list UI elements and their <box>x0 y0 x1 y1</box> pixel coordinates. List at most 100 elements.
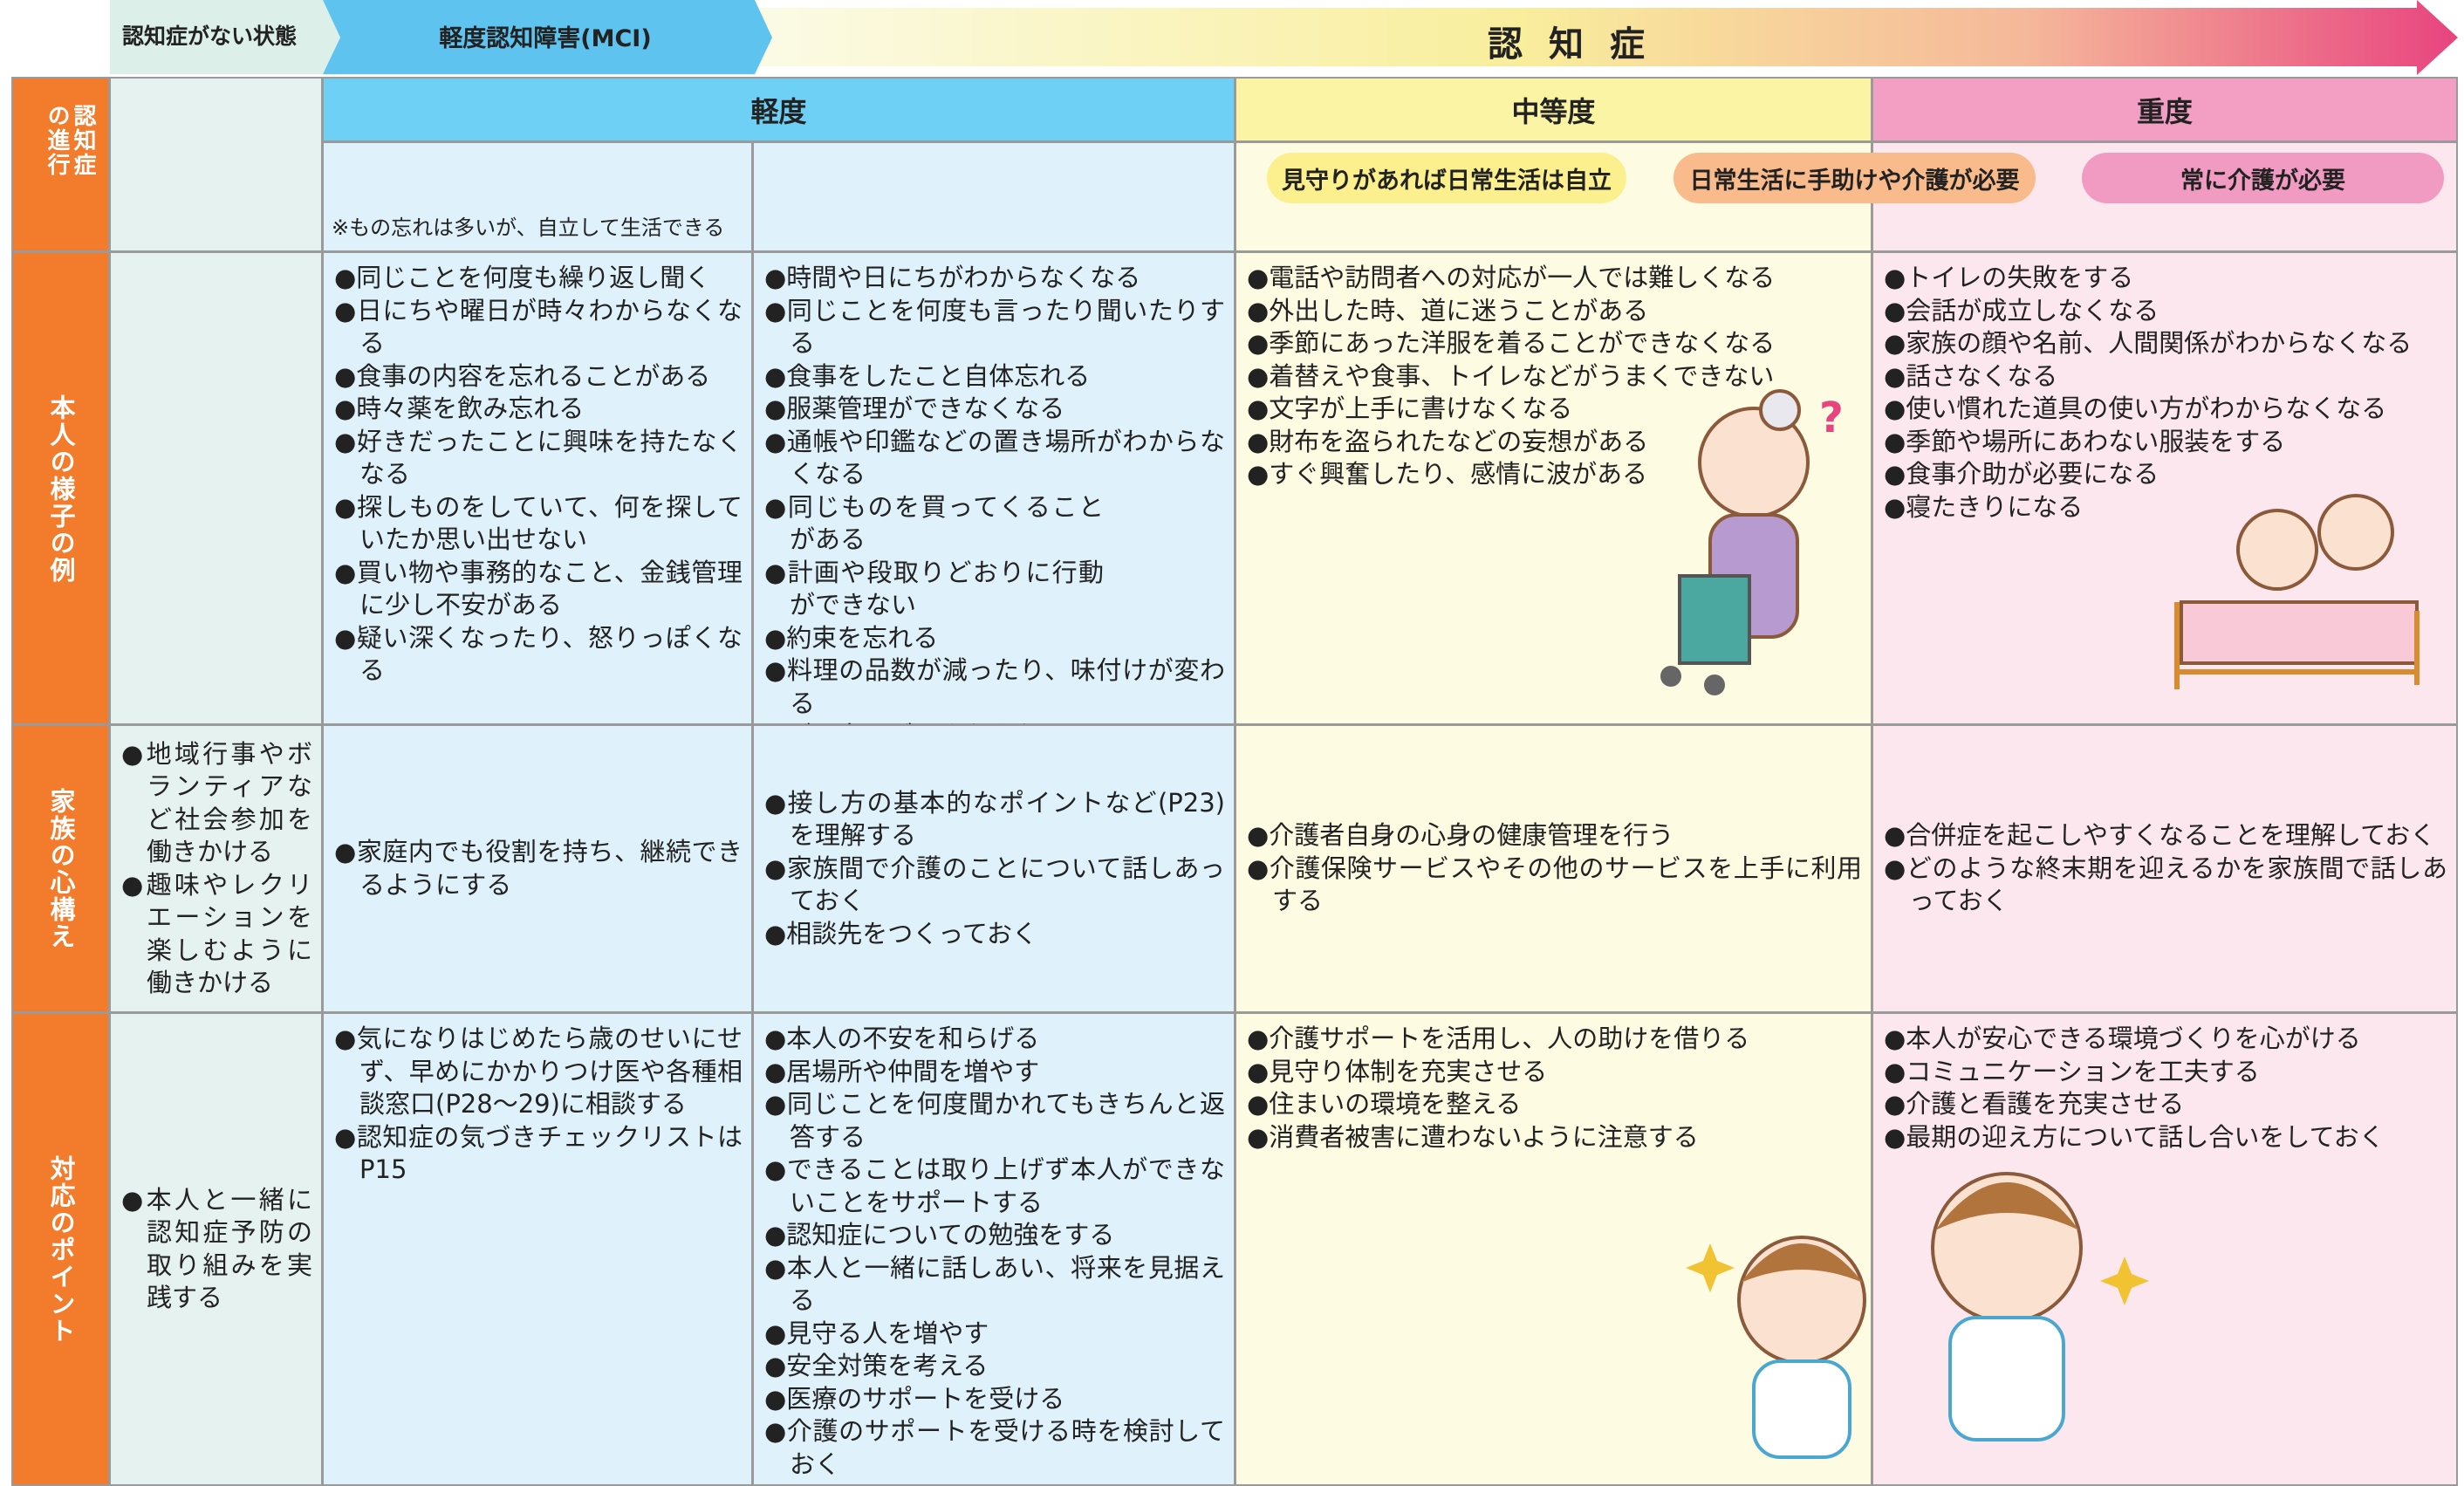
list-item: ●本人が安心できる環境づくりを心がける <box>1884 1024 2361 1053</box>
list-item: ●介護と看護を充実させる <box>1884 1089 2185 1119</box>
list-item: ●財布を盗られたなどの妄想がある <box>1247 426 1649 456</box>
stage-cell <box>752 141 1235 252</box>
list-item: ●見守る人を増やす <box>764 1318 989 1348</box>
list-item: ●医療のサポートを受ける <box>764 1383 1065 1414</box>
list-item: ●家族間で介護のことについて話しあっておく <box>764 853 1225 916</box>
cell: ●時間や日にちがわからなくなる ●同じことを何度も言ったり聞いたりする ●食事をした… <box>752 251 1235 750</box>
list-item: ●同じものを買ってくることがある <box>764 491 1104 555</box>
cell: ●本人の不安を和らげる ●居場所や仲間を増やす ●同じことを何度聞かれてもきちんと返… <box>752 1012 1235 1486</box>
list-item: ●最期の迎え方について話し合いをしておく <box>1884 1121 2385 1152</box>
list-item: ●季節や場所にあわない服装をする <box>1884 426 2286 456</box>
list-item: ●服薬管理ができなくなる <box>764 394 1065 423</box>
list-item: ●同じことを何度も繰り返し聞く <box>334 263 711 292</box>
list-item: ●家庭内でも役割を持ち、継続できるようにする <box>334 837 743 900</box>
list-item: ●コミュニケーションを工夫する <box>1884 1056 2260 1086</box>
list-item: ●食事の内容を忘れることがある <box>334 360 711 391</box>
cell: ●気になりはじめたら歳のせいにせず、早めにかかりつけ医や各種相談窓口(P28〜2… <box>322 1012 753 1486</box>
list-item: ●探しものをしていて、何を探していたか思い出せない <box>334 491 743 555</box>
row-label-text: 家族の心構え <box>46 788 76 950</box>
list-item: ●約束を忘れる <box>764 622 939 653</box>
list-item: ●趣味やレクリエーションを楽しむように働きかける <box>121 869 312 998</box>
list-item: ●介護サポートを活用し、人の助けを借りる <box>1247 1024 1750 1053</box>
list-item: ●季節にあった洋服を着ることができなくなる <box>1247 328 1776 358</box>
list-item: ●会話が成立しなくなる <box>1884 295 2159 325</box>
cell: ●同じことを何度も繰り返し聞く ●日にちや曜日が時々わからなくなる ●食事の内容を忘… <box>322 251 753 725</box>
progress-label: 認知症 <box>1488 24 1671 65</box>
list-item: ●介護のサポートを受ける時を検討しておく <box>764 1416 1225 1479</box>
list-item: ●認知症についての勉強をする <box>764 1220 1115 1250</box>
list-item: ●見守り体制を充実させる <box>1247 1056 1548 1086</box>
list-item: ●電話や訪問者への対応が一人では難しくなる <box>1247 263 1776 292</box>
list-item: ●計画や段取りどおりに行動ができない <box>764 557 1104 620</box>
list-item: ●介護保険サービスやその他のサービスを上手に利用する <box>1247 853 1862 916</box>
list-item: ●寝たきりになる <box>1884 491 2084 522</box>
cell: ●電話や訪問者への対応が一人では難しくなる ●外出した時、道に迷うことがある ●季節… <box>1235 251 1872 725</box>
list-item: ●買い物や事務的なこと、金銭管理に少し不安がある <box>334 557 743 620</box>
list-item: ●食事介助が必要になる <box>1884 459 2159 489</box>
badge: 常に介護が必要 <box>2082 153 2444 203</box>
list-item: ●本人と一緒に話しあい、将来を見据える <box>764 1252 1225 1316</box>
list-item: ●同じことを何度も言ったり聞いたりする <box>764 295 1225 359</box>
cell <box>109 251 323 725</box>
cell: ●本人が安心できる環境づくりを心がける ●コミュニケーションを工夫する ●介護と看護… <box>1872 1012 2458 1486</box>
list-item: ●介護者自身の心身の健康管理を行う <box>1247 820 1674 851</box>
list-item: ●本人と一緒に認知症予防の取り組みを実践する <box>121 1184 312 1313</box>
cell: ●トイレの失敗をする ●会話が成立しなくなる ●家族の顔や名前、人間関係がわからなく… <box>1872 251 2458 725</box>
progression-arrow <box>110 0 2458 75</box>
stage-header: 重度 <box>1872 77 2458 142</box>
list-item: ●すぐ興奮したり、感情に波がある <box>1247 459 1648 489</box>
arrow-body <box>750 0 2458 75</box>
row-label-text: 対応のポイント <box>46 1154 76 1345</box>
list-item: ●疑い深くなったり、怒りっぽくなる <box>334 622 743 686</box>
list-item: ●トイレの失敗をする <box>1884 263 2134 292</box>
cell: ●地域行事やボランティアなど社会参加を働きかける ●趣味やレクリエーションを楽しむ… <box>109 724 323 1013</box>
list-item: ●通帳や印鑑などの置き場所がわからなくなる <box>764 426 1225 490</box>
list-item: ●同じことを何度聞かれてもきちんと返答する <box>764 1089 1225 1152</box>
cell: ●家庭内でも役割を持ち、継続できるようにする <box>322 724 753 1013</box>
list-item: ●どのような終末期を迎えるかを家族間で話しあっておく <box>1884 853 2447 916</box>
cell: ●介護サポートを活用し、人の助けを借りる ●見守り体制を充実させる ●住まいの環境を… <box>1235 1012 1872 1486</box>
cell: ●接し方の基本的なポイントなど(P23)を理解する ●家族間で介護のことについて話… <box>752 724 1235 1013</box>
row-label-text: 認知症の進行 <box>44 104 96 177</box>
list-item: ●時間や日にちがわからなくなる <box>764 263 1141 292</box>
list-item: ●安全対策を考える <box>764 1351 989 1380</box>
list-item: ●好きだったことに興味を持たなくなる <box>334 426 743 490</box>
list-item: ●できることは取り上げず本人ができないことをサポートする <box>764 1154 1225 1217</box>
list-item: ●消費者被害に遭わないように注意する <box>1247 1121 1699 1152</box>
list-item: ●着替えや食事、トイレなどがうまくできない <box>1247 360 1775 391</box>
cell: ●本人と一緒に認知症予防の取り組みを実践する <box>109 1012 323 1486</box>
list-item: ●居場所や仲間を増やす <box>764 1056 1040 1086</box>
row-label-text: 本人の様子の例 <box>46 394 76 584</box>
stage-chevron <box>323 0 772 74</box>
list-item: ●食事をしたこと自体忘れる <box>764 360 1091 391</box>
list-item: ●気になりはじめたら歳のせいにせず、早めにかかりつけ医や各種相談窓口(P28〜2… <box>334 1024 743 1119</box>
list-item: ●相談先をつくっておく <box>764 918 1037 948</box>
list-item: ●家族の顔や名前、人間関係がわからなくなる <box>1884 328 2413 358</box>
list-item: ●話さなくなる <box>1884 360 2058 391</box>
stage-header: 中等度 <box>1235 77 1872 142</box>
badge: 日常生活に手助けや介護が必要 <box>1673 153 2036 203</box>
note: ※もの忘れは多いが、自立して生活できる <box>332 216 725 240</box>
cell: ●介護者自身の心身の健康管理を行う ●介護保険サービスやその他のサービスを上手に利… <box>1235 724 1872 1013</box>
list-item: ●外出した時、道に迷うことがある <box>1247 295 1649 325</box>
list-item: ●使い慣れた道具の使い方がわからなくなる <box>1884 394 2387 423</box>
progress-label: 軽度認知障害(MCI) <box>439 25 652 52</box>
list-item: ●料理の品数が減ったり、味付けが変わる <box>764 655 1225 718</box>
list-item: ●接し方の基本的なポイントなど(P23)を理解する <box>764 787 1225 851</box>
list-item: ●本人の不安を和らげる <box>764 1024 1040 1053</box>
cell: ●合併症を起こしやすくなることを理解しておく ●どのような終末期を迎えるかを家族間… <box>1872 724 2458 1013</box>
list-item: ●合併症を起こしやすくなることを理解しておく <box>1884 820 2436 851</box>
list-item: ●住まいの環境を整える <box>1247 1089 1522 1119</box>
badge: 見守りがあれば日常生活は自立 <box>1267 153 1626 203</box>
stage-header: 軽度 <box>322 77 1235 142</box>
progress-label: 認知症がない状態 <box>122 24 298 49</box>
list-item: ●文字が上手に書けなくなる <box>1247 394 1573 423</box>
list-item: ●認知症の気づきチェックリストはP15 <box>334 1121 743 1185</box>
list-item: ●地域行事やボランティアなど社会参加を働きかける <box>121 738 312 867</box>
blank-cell <box>109 77 323 252</box>
list-item: ●日にちや曜日が時々わからなくなる <box>334 295 743 359</box>
list-item: ●時々薬を飲み忘れる <box>334 394 585 423</box>
stage-chevron <box>110 0 340 74</box>
